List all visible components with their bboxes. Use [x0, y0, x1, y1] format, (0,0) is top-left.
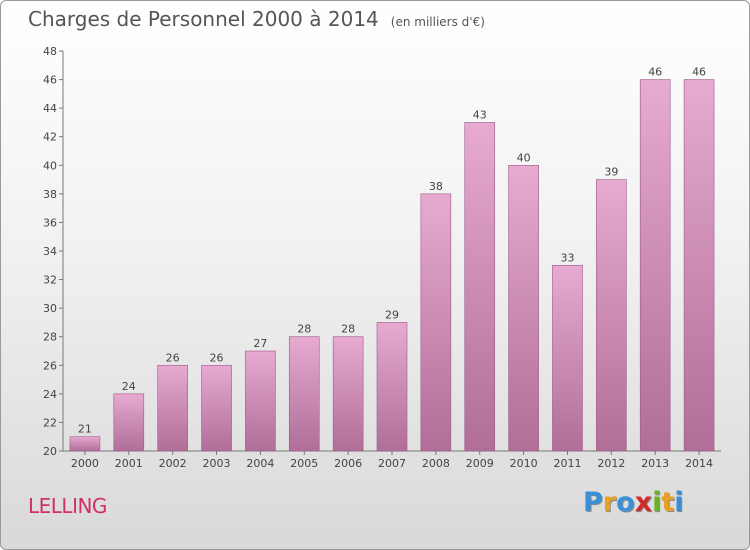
bar — [69, 436, 101, 452]
bar-value-label: 28 — [341, 323, 355, 336]
y-tick-label: 36 — [43, 216, 57, 229]
chart-title: Charges de Personnel 2000 à 2014 (en mill… — [28, 7, 485, 31]
logo-letter: i — [674, 487, 684, 518]
x-tick-label: 2011 — [553, 457, 581, 470]
bar-value-label: 27 — [253, 337, 267, 350]
y-tick-label: 34 — [43, 245, 57, 258]
y-tick-label: 42 — [43, 131, 57, 144]
bar-value-label: 24 — [122, 380, 136, 393]
chart-bars: 21 24 26 26 27 28 28 29 38 43 40 33 39 46 46 — [69, 66, 715, 452]
logo-letter: t — [661, 487, 675, 518]
bar — [201, 364, 232, 452]
bar — [596, 179, 627, 452]
x-tick-label: 2009 — [466, 457, 494, 470]
bar-value-label: 40 — [517, 151, 531, 164]
bar-value-label: 26 — [210, 351, 224, 364]
y-tick-label: 30 — [43, 302, 57, 315]
bar — [245, 350, 276, 452]
x-tick-label: 2001 — [115, 457, 143, 470]
x-tick-label: 2010 — [510, 457, 538, 470]
bar — [376, 322, 408, 452]
bar-value-label: 46 — [648, 66, 662, 79]
chart-title-text: Charges de Personnel 2000 à 2014 — [28, 7, 379, 31]
bar-value-label: 26 — [166, 351, 180, 364]
chart-subtitle: (en milliers d'€) — [390, 15, 485, 29]
bar — [639, 79, 671, 452]
y-tick-label: 22 — [43, 416, 57, 429]
x-tick-label: 2008 — [422, 457, 450, 470]
bar — [508, 164, 539, 452]
x-tick-label: 2002 — [159, 457, 187, 470]
x-tick-label: 2004 — [246, 457, 274, 470]
bar — [683, 79, 715, 452]
bar-value-label: 43 — [473, 108, 487, 121]
y-tick-label: 20 — [43, 445, 57, 458]
y-tick-label: 44 — [43, 102, 57, 115]
y-tick-label: 32 — [43, 274, 57, 287]
bar-value-label: 33 — [560, 251, 574, 264]
logo-letter: o — [616, 487, 635, 518]
logo-letter: P — [583, 487, 603, 518]
bar-value-label: 28 — [297, 323, 311, 336]
x-tick-label: 2006 — [334, 457, 362, 470]
bar — [552, 264, 583, 452]
x-tick-label: 2012 — [597, 457, 625, 470]
bar-value-label: 39 — [604, 166, 618, 179]
y-tick-label: 38 — [43, 188, 57, 201]
x-tick-label: 2014 — [685, 457, 713, 470]
bar — [464, 122, 496, 452]
bar-value-label: 38 — [429, 180, 443, 193]
proxiti-logo[interactable]: Proxiti — [583, 487, 684, 518]
bar — [288, 336, 320, 452]
bar-value-label: 21 — [78, 423, 92, 436]
x-tick-label: 2013 — [641, 457, 669, 470]
bar — [113, 393, 145, 452]
place-name: LELLING — [28, 494, 107, 518]
y-tick-label: 24 — [43, 388, 57, 401]
chart-axes: 20 22 24 26 28 30 32 34 36 38 40 42 44 46 48 2000 2001 20… — [43, 45, 721, 470]
y-tick-label: 28 — [43, 331, 57, 344]
x-tick-label: 2000 — [71, 457, 99, 470]
logo-letter: r — [602, 487, 617, 518]
y-tick-label: 40 — [43, 159, 57, 172]
bar-value-label: 46 — [692, 66, 706, 79]
x-tick-label: 2007 — [378, 457, 406, 470]
x-tick-label: 2005 — [290, 457, 318, 470]
bar — [332, 336, 364, 452]
y-tick-label: 26 — [43, 359, 57, 372]
bar — [420, 193, 452, 452]
logo-letter: i — [652, 487, 662, 518]
logo-letter: x — [634, 487, 653, 518]
y-tick-label: 46 — [43, 74, 57, 87]
bar — [157, 364, 188, 452]
bar-value-label: 29 — [385, 308, 399, 321]
x-tick-label: 2003 — [203, 457, 231, 470]
y-tick-label: 48 — [43, 45, 57, 58]
